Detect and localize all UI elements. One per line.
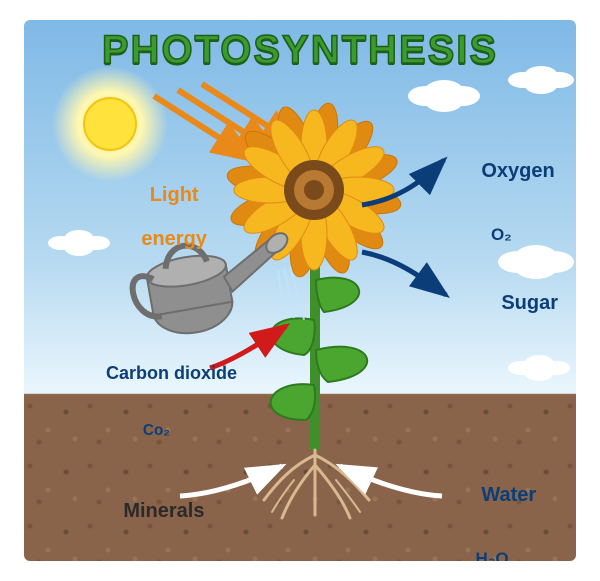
diagram-title: PHOTOSYNTHESIS	[24, 28, 576, 73]
label-water: Water H₂O	[448, 462, 536, 561]
label-light-energy: Light energy	[108, 162, 207, 272]
diagram-stage: PHOTOSYNTHESIS	[0, 0, 600, 581]
label-co2: Carbon dioxide Co₂	[76, 344, 237, 480]
water-arrow	[324, 460, 454, 510]
cloud-icon	[524, 355, 554, 373]
label-text: Water	[481, 484, 536, 506]
label-text: energy	[141, 228, 207, 250]
diagram-scene: PHOTOSYNTHESIS	[24, 20, 576, 561]
label-formula: Co₂	[76, 423, 237, 440]
label-text: Sugar	[501, 292, 558, 314]
label-text: Minerals	[123, 500, 204, 522]
label-minerals: Minerals	[90, 478, 205, 544]
label-text: Oxygen	[481, 160, 554, 182]
label-formula: H₂O	[448, 550, 536, 561]
label-oxygen: Oxygen O₂	[448, 138, 555, 289]
cloud-icon	[424, 80, 464, 104]
cloud-icon	[64, 230, 94, 248]
label-text: Carbon dioxide	[106, 363, 237, 383]
label-text: Light	[150, 184, 199, 206]
label-formula: O₂	[448, 226, 555, 245]
label-sugar: Sugar	[468, 270, 558, 336]
